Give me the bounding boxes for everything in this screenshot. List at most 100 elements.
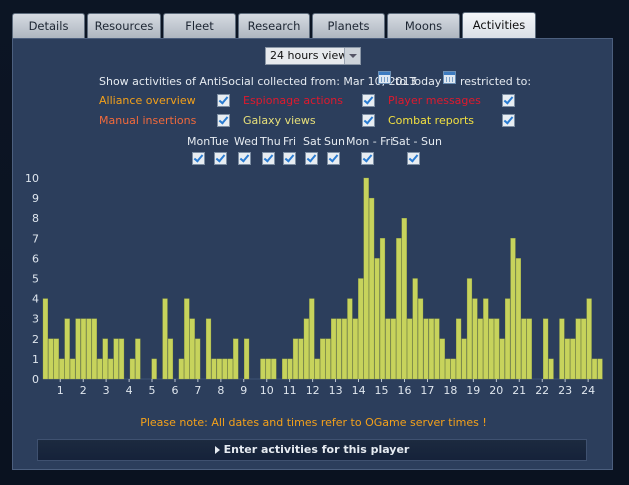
bar: [428, 318, 435, 380]
bar: [369, 197, 375, 380]
x-tick-label: 2: [80, 384, 87, 397]
x-tick-label: 14: [352, 384, 366, 397]
bar: [325, 338, 331, 380]
bar: [102, 338, 108, 380]
day-wed-label: Wed: [234, 135, 258, 148]
bar: [401, 218, 407, 380]
x-tick-label: 16: [398, 384, 412, 397]
y-tick-label: 9: [32, 192, 39, 205]
bar: [227, 358, 233, 380]
y-tick-label: 7: [32, 232, 39, 245]
tab-details[interactable]: Details: [12, 13, 85, 38]
timezone-note: Please note: All dates and times refer t…: [140, 416, 487, 429]
bar: [331, 318, 337, 380]
bar: [303, 318, 309, 380]
y-tick-label: 10: [25, 172, 39, 185]
enter-activities-button[interactable]: Enter activities for this player: [37, 439, 587, 461]
bar: [483, 298, 489, 380]
filter-to-today: to Today: [395, 75, 442, 88]
bar: [526, 318, 532, 380]
filter-prefix: Show activities of AntiSocial collected …: [99, 75, 417, 88]
x-tick-label: 21: [512, 384, 526, 397]
option-alliance-overview-checkbox[interactable]: [217, 94, 230, 107]
tab-planets[interactable]: Planets: [312, 13, 385, 38]
bar: [113, 338, 119, 380]
bar: [597, 358, 603, 380]
bar: [129, 358, 135, 380]
bar: [390, 318, 396, 380]
day-mon-label: Mon: [187, 135, 211, 148]
y-tick-label: 5: [32, 273, 39, 286]
x-tick-label: 12: [306, 384, 320, 397]
y-tick-label: 2: [32, 333, 39, 346]
bar: [396, 238, 402, 380]
day-mon-fri-label: Mon - Fri: [346, 135, 394, 148]
day-sat-checkbox[interactable]: [305, 152, 318, 165]
bar: [341, 318, 348, 380]
option-espionage-actions-label: Espionage actions: [243, 94, 343, 107]
day-mon-fri-checkbox[interactable]: [361, 152, 374, 165]
chevron-down-icon[interactable]: [344, 48, 360, 64]
calendar-from-icon[interactable]: [378, 71, 391, 84]
bar: [282, 358, 288, 380]
tab-fleet[interactable]: Fleet: [163, 13, 236, 38]
bar: [521, 318, 527, 380]
option-galaxy-views-checkbox[interactable]: [362, 114, 375, 127]
bar: [86, 318, 92, 380]
x-tick-label: 3: [103, 384, 110, 397]
x-tick-label: 20: [489, 384, 503, 397]
tab-moons[interactable]: Moons: [387, 13, 460, 38]
option-espionage-actions-checkbox[interactable]: [362, 94, 375, 107]
day-sun-label: Sun: [324, 135, 345, 148]
bar: [494, 318, 500, 380]
option-player-messages-checkbox[interactable]: [502, 94, 515, 107]
bar: [59, 358, 65, 380]
bar: [575, 318, 581, 380]
bar: [358, 278, 364, 380]
bar: [581, 318, 587, 380]
bar: [559, 318, 565, 380]
x-tick-label: 15: [375, 384, 389, 397]
day-thu-label: Thu: [260, 135, 281, 148]
x-tick-label: 8: [217, 384, 224, 397]
bar: [472, 298, 478, 380]
day-sat-label: Sat: [303, 135, 322, 148]
bar: [135, 338, 141, 380]
option-combat-reports-checkbox[interactable]: [502, 114, 515, 127]
day-sat-sun-label: Sat - Sun: [392, 135, 442, 148]
bar: [314, 358, 320, 380]
x-tick-label: 9: [240, 384, 247, 397]
day-fri-checkbox[interactable]: [283, 152, 296, 165]
day-tue-checkbox[interactable]: [214, 152, 227, 165]
bar: [167, 338, 174, 380]
day-thu-checkbox[interactable]: [262, 152, 275, 165]
x-tick-label: 6: [172, 384, 179, 397]
bar: [439, 338, 445, 380]
bar: [488, 318, 494, 380]
bar: [510, 238, 516, 380]
day-tue-label: Tue: [210, 135, 229, 148]
bar: [515, 258, 522, 380]
day-mon-checkbox[interactable]: [192, 152, 205, 165]
bar: [211, 358, 217, 380]
bar: [591, 358, 598, 380]
tab-research[interactable]: Research: [238, 13, 310, 38]
bar: [445, 358, 451, 380]
day-sat-sun-checkbox[interactable]: [407, 152, 420, 165]
bar: [298, 338, 304, 380]
calendar-to-icon[interactable]: [443, 71, 456, 84]
view-select[interactable]: 24 hours view: [265, 47, 361, 65]
day-sun-checkbox[interactable]: [327, 152, 340, 165]
bar: [233, 338, 239, 380]
bar: [151, 358, 157, 380]
bar: [53, 338, 59, 380]
y-tick-label: 8: [32, 212, 39, 225]
bar: [189, 318, 195, 380]
tab-resources[interactable]: Resources: [87, 13, 161, 38]
option-manual-insertions-checkbox[interactable]: [217, 114, 230, 127]
tab-activities[interactable]: Activities: [462, 12, 536, 39]
bar: [265, 358, 271, 380]
bar: [570, 338, 576, 380]
day-wed-checkbox[interactable]: [238, 152, 251, 165]
bar: [586, 298, 592, 380]
